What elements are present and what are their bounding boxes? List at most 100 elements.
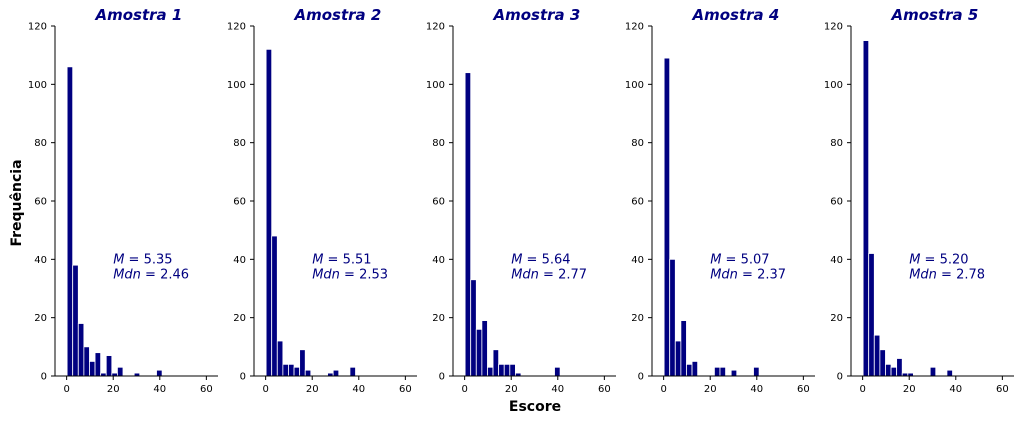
median-equals: =: [738, 267, 757, 282]
y-tick-label: 100: [28, 80, 47, 91]
y-tick-label: 40: [432, 255, 445, 266]
x-tick-label: 20: [704, 384, 717, 395]
median-annotation: Mdn = 2.46: [113, 267, 189, 282]
y-axis-label: Frequência: [9, 159, 25, 246]
x-tick-label: 0: [262, 384, 268, 395]
y-tick-label: 80: [631, 138, 644, 149]
x-tick-label: 60: [598, 384, 611, 395]
x-axis-label: Escore: [509, 399, 561, 415]
histogram-bar: [680, 320, 687, 377]
y-tick-label: 20: [432, 313, 445, 324]
median-equals: =: [340, 267, 359, 282]
histogram-bar: [509, 363, 516, 377]
y-tick-label: 80: [432, 138, 445, 149]
histogram-bar: [293, 366, 301, 377]
mean-label: M: [113, 252, 124, 267]
histogram-bar: [156, 369, 163, 377]
x-tick-label: 60: [399, 384, 412, 395]
y-tick-label: 120: [426, 22, 445, 33]
panel-4: 0 20 40 60 80 100 120 0 20 40 60 Amostra 4 M = 5.07M…: [625, 6, 815, 395]
y-tick-label: 0: [240, 372, 246, 383]
median-value: 2.46: [160, 267, 189, 282]
mean-equals: =: [920, 252, 939, 267]
median-annotation: Mdn = 2.37: [710, 267, 786, 282]
y-tick-label: 0: [638, 372, 644, 383]
mean-annotation: M = 5.35: [113, 252, 172, 267]
panel-title: Amostra 2: [294, 6, 382, 24]
median-label: Mdn: [909, 267, 937, 282]
mean-value: 5.20: [940, 252, 969, 267]
y-tick-label: 80: [830, 138, 843, 149]
histogram-bar: [492, 349, 500, 377]
histogram-bar: [288, 363, 295, 377]
median-equals: =: [937, 267, 956, 282]
x-tick-label: 20: [903, 384, 916, 395]
histogram-bar: [669, 258, 676, 377]
mean-annotation: M = 5.51: [312, 252, 371, 267]
x-tick-label: 40: [153, 384, 166, 395]
y-tick-label: 120: [824, 22, 843, 33]
x-tick-label: 20: [505, 384, 518, 395]
median-equals: =: [539, 267, 558, 282]
panel-title: Amostra 3: [493, 6, 581, 24]
histogram-bar: [304, 369, 312, 377]
y-tick-label: 80: [233, 138, 246, 149]
median-label: Mdn: [312, 267, 340, 282]
mean-label: M: [710, 252, 721, 267]
median-value: 2.53: [359, 267, 388, 282]
y-tick-label: 40: [830, 255, 843, 266]
histogram-bar: [332, 369, 340, 377]
histogram-bar: [503, 363, 511, 377]
y-tick-label: 60: [830, 197, 843, 208]
median-label: Mdn: [113, 267, 141, 282]
mean-value: 5.35: [144, 252, 173, 267]
histogram-bar: [66, 66, 74, 377]
y-tick-label: 100: [227, 80, 246, 91]
x-tick-label: 60: [200, 384, 213, 395]
histogram-bar: [117, 366, 124, 377]
y-tick-label: 120: [28, 22, 47, 33]
histogram-bar: [282, 363, 289, 377]
x-tick-label: 60: [797, 384, 810, 395]
y-tick-label: 100: [625, 80, 644, 91]
mean-equals: =: [124, 252, 143, 267]
histogram-bar: [83, 346, 90, 377]
y-tick-label: 20: [233, 313, 246, 324]
histogram-bar: [730, 369, 738, 377]
y-tick-label: 60: [34, 197, 47, 208]
mean-value: 5.64: [542, 252, 571, 267]
mean-annotation: M = 5.20: [909, 252, 968, 267]
median-value: 2.78: [956, 267, 985, 282]
histogram-bar: [94, 352, 102, 377]
y-tick-label: 0: [439, 372, 445, 383]
y-tick-label: 60: [631, 197, 644, 208]
median-annotation: Mdn = 2.53: [312, 267, 388, 282]
y-tick-label: 100: [824, 80, 843, 91]
panel-1: 0 20 40 60 80 100 120 0 20 40 60 Amostra 1 M = 5.35M…: [28, 6, 218, 395]
x-tick-label: 60: [996, 384, 1009, 395]
histogram-bar: [885, 363, 892, 377]
mean-label: M: [511, 252, 522, 267]
y-tick-label: 120: [227, 22, 246, 33]
y-tick-label: 60: [233, 197, 246, 208]
y-tick-label: 120: [625, 22, 644, 33]
histogram-bar: [868, 253, 875, 377]
histogram-bar: [89, 361, 96, 377]
histogram-bar: [498, 363, 505, 377]
mean-label: M: [909, 252, 920, 267]
histogram-bar: [470, 279, 477, 377]
mean-annotation: M = 5.64: [511, 252, 570, 267]
x-tick-label: 0: [63, 384, 69, 395]
y-tick-label: 0: [837, 372, 843, 383]
panel-title: Amostra 1: [95, 6, 183, 24]
histogram-bar: [72, 264, 79, 377]
histogram-bar: [686, 363, 693, 377]
median-label: Mdn: [511, 267, 539, 282]
y-tick-label: 0: [41, 372, 47, 383]
y-tick-label: 20: [34, 313, 47, 324]
histogram-bar: [105, 355, 113, 377]
x-tick-label: 0: [859, 384, 865, 395]
x-tick-label: 40: [551, 384, 564, 395]
